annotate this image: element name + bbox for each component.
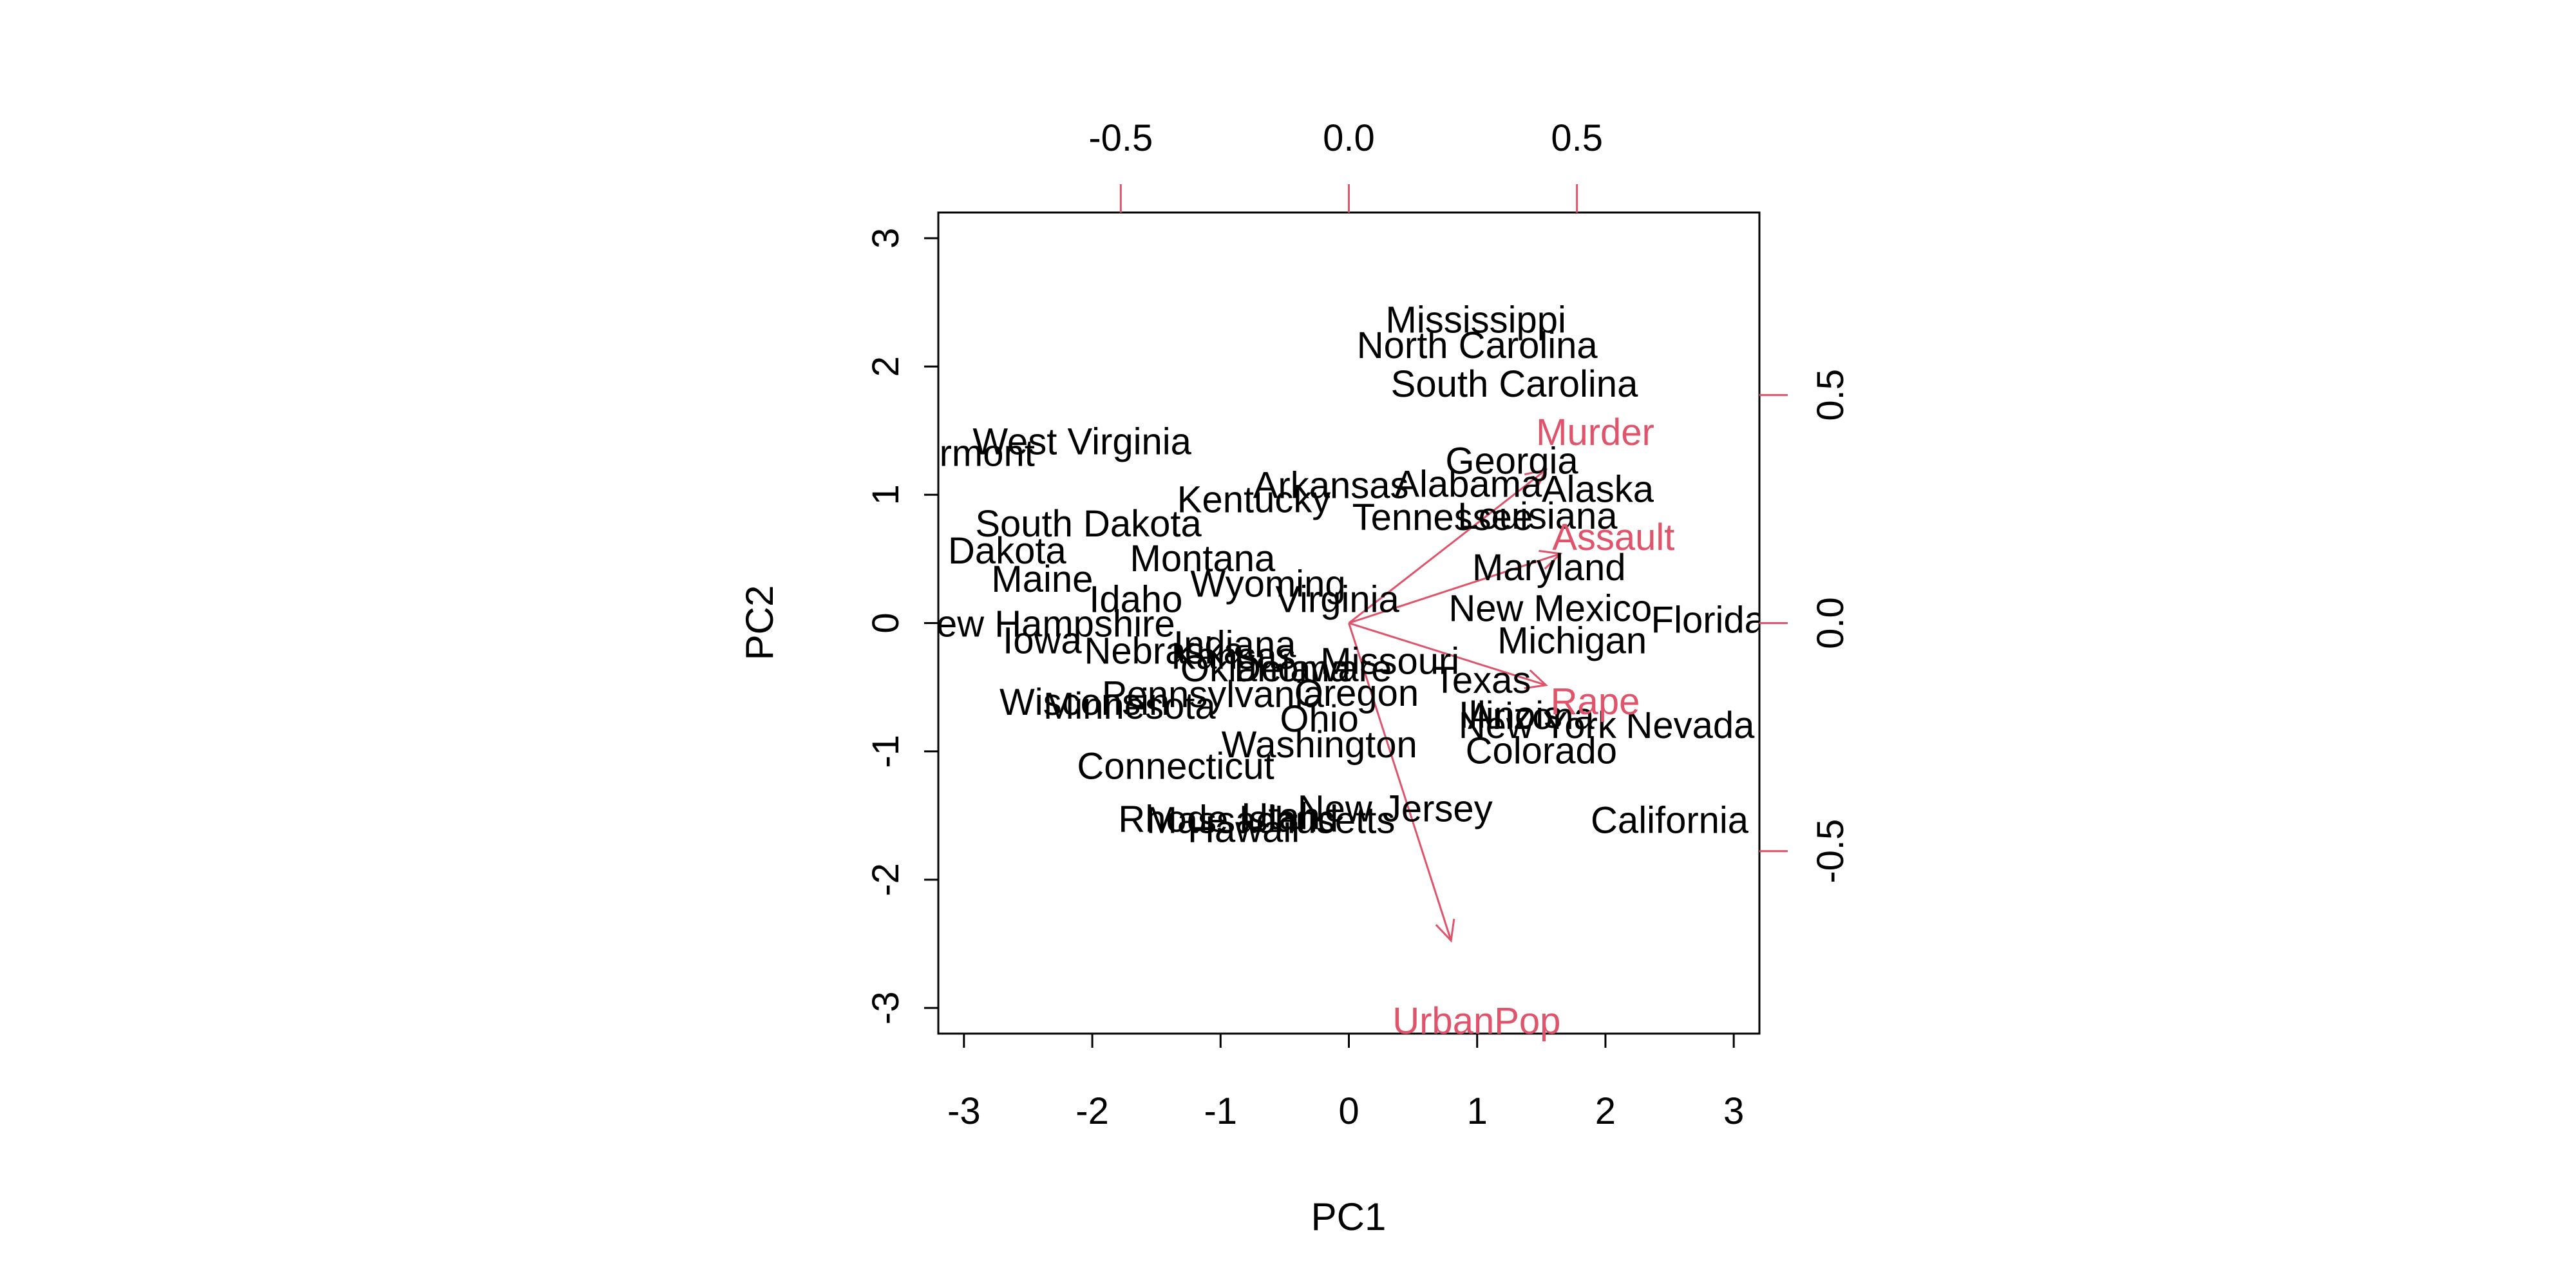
top-tick-label: -0.5 xyxy=(1088,117,1153,159)
state-label-oklahoma: Oklahoma xyxy=(1180,648,1351,690)
state-label-vermont: Vermont xyxy=(896,433,1035,475)
x-tick-label: -2 xyxy=(1075,1090,1109,1132)
state-label-texas: Texas xyxy=(1434,659,1531,701)
state-label-louisiana: Louisiana xyxy=(1457,495,1618,537)
loading-label-assault: Assault xyxy=(1552,516,1674,558)
state-label-florida: Florida xyxy=(1651,600,1766,641)
y-tick-label: 1 xyxy=(865,484,907,505)
right-tick-label: -0.5 xyxy=(1810,819,1852,884)
state-label-kentucky: Kentucky xyxy=(1177,478,1331,520)
state-label-tennessee: Tennessee xyxy=(1352,497,1533,538)
state-label-washington: Washington xyxy=(1222,724,1417,766)
y-tick-label: -3 xyxy=(865,991,907,1025)
x-tick-label: 2 xyxy=(1595,1090,1616,1132)
state-label-montana: Montana xyxy=(1130,538,1276,580)
y-axis-title: PC2 xyxy=(738,585,781,661)
state-label-missouri: Missouri xyxy=(1320,640,1459,682)
state-label-west-virginia: West Virginia xyxy=(972,421,1191,463)
state-label-new-mexico: New Mexico xyxy=(1448,588,1652,630)
loading-arrow-assault xyxy=(1349,549,1563,624)
loading-labels: Murder Assault UrbanPop Rape xyxy=(1392,412,1674,1042)
x-tick-label: 3 xyxy=(1723,1090,1744,1132)
state-label-colorado: Colorado xyxy=(1466,730,1617,772)
x-tick-label: 0 xyxy=(1338,1090,1359,1132)
state-label-idaho: Idaho xyxy=(1089,579,1182,621)
y-axis-left: -3 -2 -1 0 1 2 3 xyxy=(865,228,940,1025)
loading-label-urbanpop: UrbanPop xyxy=(1392,1000,1560,1042)
right-tick-label: 0.0 xyxy=(1810,597,1852,649)
state-label-georgia: Georgia xyxy=(1445,440,1578,482)
loading-arrow-urbanpop xyxy=(1348,623,1455,943)
state-label-nevada: Nevada xyxy=(1625,705,1755,746)
x-axis-bottom: -3 -2 -1 0 1 2 3 xyxy=(947,1032,1744,1132)
loading-arrow-murder xyxy=(1348,468,1548,624)
state-label-south-carolina: South Carolina xyxy=(1391,363,1638,405)
state-label-ohio: Ohio xyxy=(1280,698,1359,740)
y-tick-label: 0 xyxy=(865,612,907,633)
x-axis-title: PC1 xyxy=(1311,1195,1387,1238)
top-tick-label: 0.5 xyxy=(1551,117,1603,159)
right-tick-label: 0.5 xyxy=(1810,369,1852,421)
state-label-north-carolina: North Carolina xyxy=(1357,325,1598,366)
state-label-indiana: Indiana xyxy=(1173,623,1296,665)
state-label-arizona: Arizona xyxy=(1468,696,1595,737)
loading-arrows xyxy=(1348,468,1563,943)
state-label-maine: Maine xyxy=(991,558,1093,600)
state-label-kansas: Kansas xyxy=(1171,635,1295,677)
top-tick-label: 0.0 xyxy=(1323,117,1375,159)
y-tick-label: -1 xyxy=(865,735,907,768)
state-label-new-york: New York xyxy=(1459,705,1617,746)
state-label-wisconsin: Wisconsin xyxy=(999,681,1170,723)
state-label-minnesota: Minnesota xyxy=(1043,685,1216,727)
state-label-maryland: Maryland xyxy=(1472,547,1626,589)
y-axis-right-loadings: -0.5 0.0 0.5 xyxy=(1759,369,1852,884)
x-tick-label: -1 xyxy=(1204,1090,1237,1132)
x-tick-label: -3 xyxy=(947,1090,981,1132)
y-tick-label: 2 xyxy=(865,356,907,377)
state-label-nebraska: Nebraska xyxy=(1084,630,1245,672)
state-label-virginia: Virginia xyxy=(1275,579,1399,621)
state-label-pennsylvania: Pennsylvania xyxy=(1102,674,1325,715)
state-label-new-hampshire: New Hampshire xyxy=(909,603,1175,645)
y-tick-label: 3 xyxy=(865,228,907,249)
state-label-wyoming: Wyoming xyxy=(1190,564,1345,605)
state-label-massachusetts: Massachusetts xyxy=(1146,799,1396,841)
x-axis-top-loadings: -0.5 0.0 0.5 xyxy=(1088,117,1603,213)
state-label-delaware: Delaware xyxy=(1234,648,1392,690)
state-label-illinois: Illinois xyxy=(1459,694,1562,736)
state-label-arkansas: Arkansas xyxy=(1253,464,1409,506)
state-label-north-dakota: North Dakota xyxy=(846,530,1066,572)
state-label-mississippi: Mississippi xyxy=(1386,299,1566,341)
state-label-alaska: Alaska xyxy=(1542,468,1654,510)
y-tick-label: -2 xyxy=(865,863,907,896)
state-label-rhode-island: Rhode Island xyxy=(1118,798,1338,840)
state-label-oregon: Oregon xyxy=(1294,672,1419,714)
state-label-new-jersey: New Jersey xyxy=(1298,788,1493,829)
state-label-hawaii: Hawaii xyxy=(1188,808,1300,850)
state-label-south-dakota: South Dakota xyxy=(975,503,1202,545)
loading-arrow-rape xyxy=(1349,622,1548,690)
state-label-iowa: Iowa xyxy=(1003,620,1082,661)
loading-label-rape: Rape xyxy=(1551,681,1640,723)
state-label-connecticut: Connecticut xyxy=(1077,746,1274,788)
state-label-alabama: Alabama xyxy=(1394,463,1542,505)
state-label-utah: Utah xyxy=(1242,795,1321,837)
loading-label-murder: Murder xyxy=(1536,412,1654,453)
state-label-california: California xyxy=(1591,799,1749,841)
state-label-michigan: Michigan xyxy=(1497,620,1647,661)
x-tick-label: 1 xyxy=(1467,1090,1488,1132)
